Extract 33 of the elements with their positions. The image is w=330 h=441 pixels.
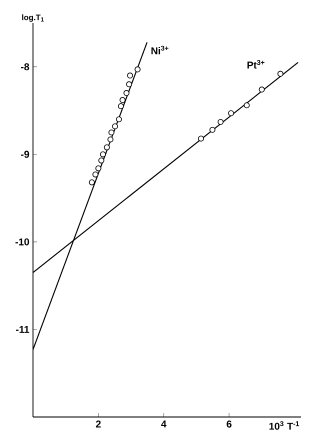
point (116, 116, 122, 122)
x-tick-label: 4 (161, 420, 166, 428)
point (112, 123, 118, 130)
y-tick-label: -9 (21, 150, 30, 158)
x-tick-label: 2 (96, 420, 101, 428)
point (98, 157, 104, 164)
point (120, 97, 126, 104)
point (126, 81, 132, 88)
point (228, 110, 234, 116)
point (277, 70, 284, 77)
point (108, 129, 114, 136)
series-label: Ni$^{3+}$ (151, 46, 168, 54)
point (218, 118, 224, 125)
series-label: Pt$^{3+}$ (247, 60, 264, 69)
point (118, 103, 124, 110)
point (107, 136, 114, 142)
y-tick-label: -8 (21, 63, 30, 70)
point (198, 136, 204, 142)
point (127, 72, 134, 79)
point (88, 179, 95, 186)
point (258, 86, 265, 93)
x-tick-label: 6 (226, 420, 232, 428)
x-axis-title: 10$^{3}$ T$^{-1}$ (269, 421, 300, 430)
point (134, 66, 141, 72)
point (209, 126, 216, 133)
y-tick-label: -11 (16, 326, 30, 333)
point (92, 171, 98, 178)
point (123, 90, 130, 96)
point (100, 151, 106, 158)
y-tick-label: -10 (15, 238, 30, 246)
point (104, 144, 110, 150)
point (244, 102, 250, 108)
point (95, 165, 102, 172)
